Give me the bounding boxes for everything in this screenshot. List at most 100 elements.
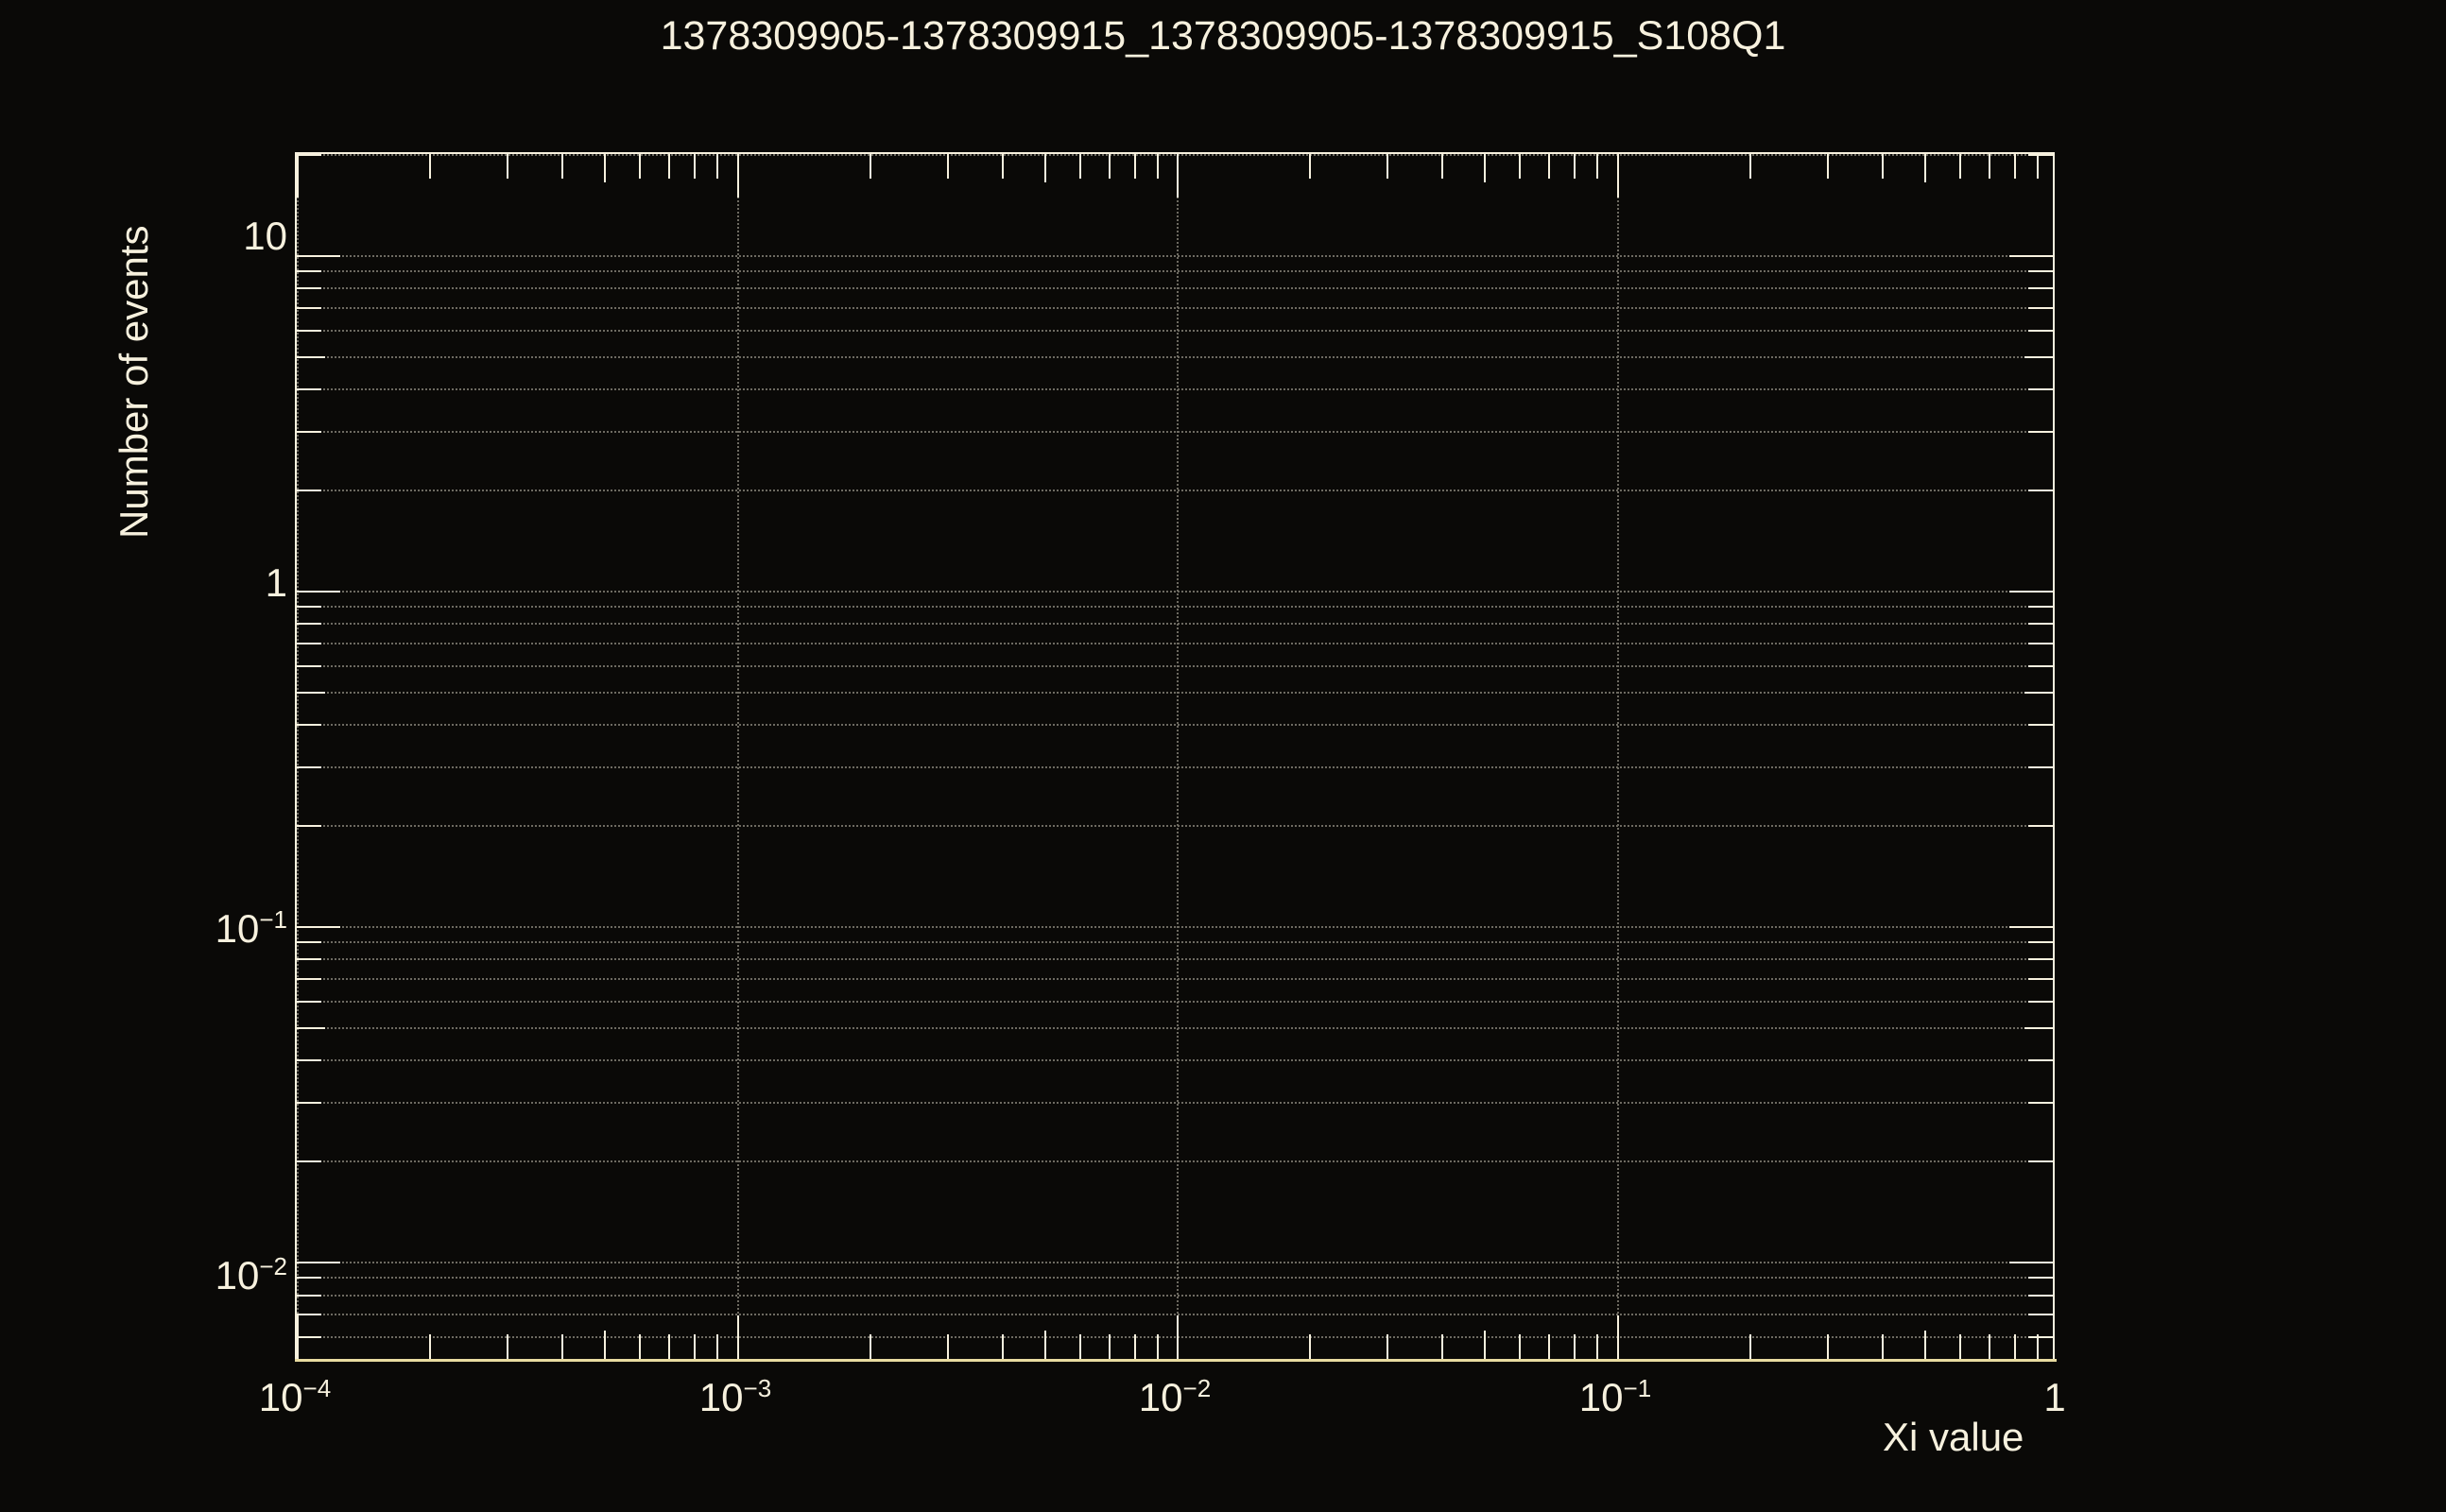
x-tick — [1387, 1334, 1389, 1359]
x-tick — [1441, 1334, 1444, 1359]
y-gridline — [297, 154, 2053, 156]
y-tick — [297, 606, 321, 609]
x-tick-top — [1596, 154, 1599, 179]
y-tick — [297, 1294, 321, 1297]
y-tick-right — [2028, 1335, 2053, 1338]
y-tick-right — [2009, 1262, 2053, 1264]
x-tick-top — [946, 154, 949, 179]
y-tick-right — [2028, 270, 2053, 273]
y-tick — [297, 642, 321, 644]
y-tick-right — [2009, 254, 2053, 257]
y-tick — [297, 590, 340, 593]
x-tick-top — [507, 154, 509, 179]
y-tick — [297, 926, 340, 929]
x-tick — [1001, 1334, 1004, 1359]
y-tick — [297, 1101, 321, 1104]
y-tick — [297, 958, 321, 961]
y-tick — [297, 287, 321, 290]
x-tick — [1826, 1334, 1829, 1359]
x-tick — [604, 1331, 607, 1359]
y-gridline — [297, 1059, 2053, 1062]
x-tick-top — [1078, 154, 1081, 179]
y-tick — [297, 355, 325, 358]
x-tick-top — [1177, 154, 1179, 198]
x-tick — [2036, 1334, 2039, 1359]
x-tick — [736, 1315, 739, 1359]
x-tick-label: 10−2 — [1138, 1374, 1212, 1419]
y-tick — [297, 1160, 321, 1163]
y-tick — [297, 388, 321, 391]
x-tick — [1484, 1331, 1487, 1359]
x-tick-top — [694, 154, 697, 179]
x-tick-top — [561, 154, 564, 179]
y-tick — [297, 154, 321, 156]
x-tick — [1988, 1334, 1990, 1359]
x-tick-top — [1309, 154, 1312, 179]
y-tick-right — [2028, 978, 2053, 981]
x-tick — [1156, 1334, 1159, 1359]
y-gridline — [297, 606, 2053, 609]
y-gridline — [297, 978, 2053, 981]
y-tick-right — [2028, 606, 2053, 609]
x-tick-top — [668, 154, 671, 179]
x-tick-top — [1387, 154, 1389, 179]
y-tick-right — [2024, 691, 2053, 694]
x-tick-label: 10−4 — [258, 1374, 332, 1419]
y-gridline — [297, 958, 2053, 961]
x-tick — [1748, 1334, 1751, 1359]
x-tick-top — [1616, 154, 1619, 198]
y-tick-right — [2028, 1059, 2053, 1062]
y-gridline — [297, 825, 2053, 828]
x-tick-top — [297, 154, 299, 198]
x-tick-top — [1958, 154, 1961, 179]
gridlines — [297, 154, 2053, 1359]
y-gridline — [297, 270, 2053, 273]
y-tick-right — [2009, 926, 2053, 929]
y-tick — [297, 254, 340, 257]
y-gridline — [297, 691, 2053, 694]
x-tick-top — [1519, 154, 1522, 179]
y-tick — [297, 978, 321, 981]
x-tick — [1548, 1334, 1551, 1359]
y-axis-title: Number of events — [112, 225, 156, 540]
x-tick-top — [1748, 154, 1751, 179]
y-gridline — [297, 642, 2053, 644]
y-tick-right — [2028, 1160, 2053, 1163]
x-tick — [1309, 1334, 1312, 1359]
x-tick-top — [1133, 154, 1136, 179]
y-tick — [297, 941, 321, 944]
y-gridline — [297, 590, 2053, 593]
y-tick-label: 10 — [243, 214, 287, 258]
y-tick-right — [2028, 388, 2053, 391]
y-tick-right — [2028, 154, 2053, 156]
y-tick-right — [2028, 1101, 2053, 1104]
x-tick — [1078, 1334, 1081, 1359]
x-tick — [946, 1334, 949, 1359]
y-tick-right — [2028, 430, 2053, 433]
x-tick-top — [1156, 154, 1159, 179]
x-tick — [561, 1334, 564, 1359]
y-tick — [297, 1059, 321, 1062]
x-tick-top — [2036, 154, 2039, 179]
y-gridline — [297, 287, 2053, 290]
y-tick — [297, 1277, 321, 1280]
y-gridline — [297, 1314, 2053, 1316]
y-gridline — [297, 1294, 2053, 1297]
x-tick — [507, 1334, 509, 1359]
x-tick-top — [429, 154, 432, 179]
x-tick — [297, 1315, 299, 1359]
x-tick — [1043, 1331, 1046, 1359]
y-gridline — [297, 765, 2053, 768]
x-tick-top — [736, 154, 739, 198]
y-tick-right — [2028, 958, 2053, 961]
x-tick — [668, 1334, 671, 1359]
y-gridline — [297, 623, 2053, 626]
x-tick — [1108, 1334, 1111, 1359]
x-tick-top — [869, 154, 871, 179]
y-tick — [297, 1262, 340, 1264]
y-gridline — [297, 941, 2053, 944]
x-tick — [1596, 1334, 1599, 1359]
y-tick — [297, 765, 321, 768]
x-tick — [1881, 1334, 1884, 1359]
